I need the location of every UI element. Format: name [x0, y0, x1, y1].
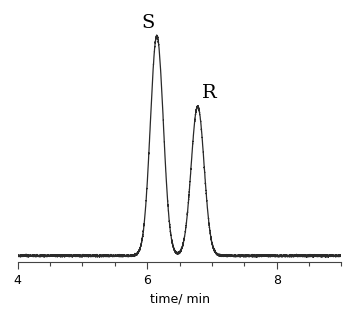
X-axis label: time/ min: time/ min	[150, 293, 209, 306]
Text: R: R	[202, 84, 217, 102]
Text: S: S	[141, 13, 154, 32]
